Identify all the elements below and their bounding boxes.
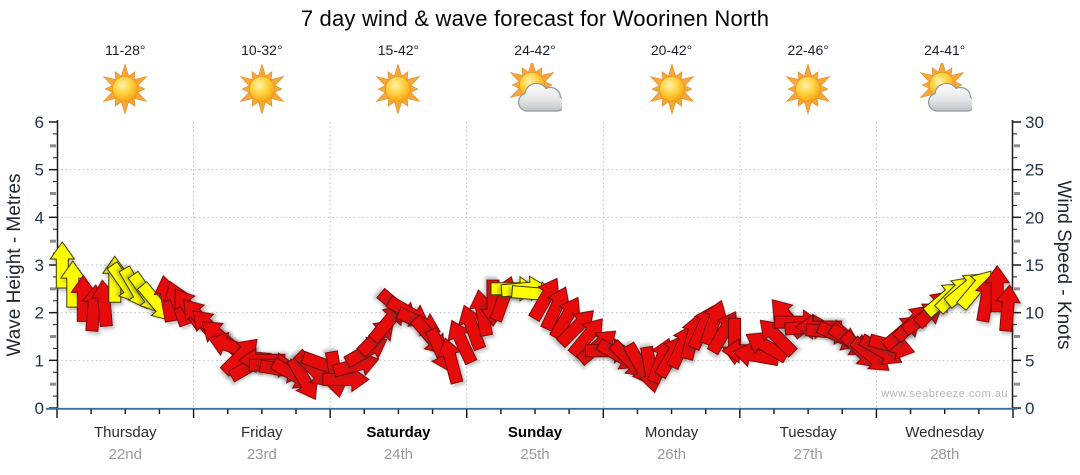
date-label: 25th: [520, 446, 550, 463]
date-label: 26th: [656, 446, 687, 463]
weather-icon: [371, 63, 425, 117]
date-label: 22nd: [108, 446, 142, 463]
sun-cloud-icon: [919, 59, 975, 112]
temp-range-label: 10-32°: [241, 42, 283, 58]
wave-height-tick-label: 2: [35, 304, 44, 323]
sun-cloud-icon: [509, 59, 566, 112]
weekday-label: Wednesday: [905, 424, 985, 441]
weekday-label: Saturday: [366, 424, 431, 441]
temp-range-label: 11-28°: [105, 42, 146, 58]
weekday-label: Friday: [241, 424, 283, 441]
wave-height-tick-label: 4: [35, 208, 44, 227]
weather-icon: [508, 59, 566, 117]
sun-icon: [785, 63, 831, 115]
wind-speed-tick-label: 30: [1025, 113, 1044, 132]
temp-range-label: 24-42°: [514, 42, 556, 58]
weather-icon: [645, 63, 699, 117]
weather-icon: [98, 63, 152, 117]
weekday-label: Monday: [644, 424, 699, 441]
sun-icon: [376, 63, 421, 115]
wind-arrow: [367, 303, 404, 345]
date-label: 28th: [930, 446, 960, 463]
temp-range-label: 24-41°: [924, 42, 966, 58]
sun-icon: [239, 63, 285, 115]
temp-range-label: 22-46°: [787, 42, 829, 58]
weather-icon: [781, 63, 835, 117]
wave-height-tick-label: 3: [35, 256, 44, 275]
wave-height-tick-label: 0: [35, 399, 44, 418]
sun-icon: [102, 63, 148, 115]
sun-icon: [649, 63, 694, 115]
page-title: 7 day wind & wave forecast for Woorinen …: [300, 6, 770, 31]
date-label: 27th: [793, 446, 823, 463]
wind-arrow: [995, 284, 1022, 332]
weather-icon: [235, 63, 289, 117]
weekday-label: Thursday: [94, 424, 157, 441]
weather-icon: [918, 59, 975, 117]
temp-range-label: 20-42°: [650, 42, 693, 58]
wind-speed-tick-label: 10: [1025, 304, 1044, 323]
wind-speed-tick-label: 5: [1025, 351, 1034, 370]
wave-height-tick-label: 1: [35, 351, 44, 370]
temp-range-label: 15-42°: [377, 42, 420, 58]
date-label: 24th: [383, 446, 414, 463]
wind-speed-tick-label: 20: [1025, 208, 1044, 227]
weekday-label: Tuesday: [779, 424, 837, 441]
date-label: 23rd: [246, 446, 277, 463]
wave-height-tick-label: 6: [35, 113, 44, 132]
wind-speed-tick-label: 25: [1025, 161, 1044, 180]
wave-height-tick-label: 5: [35, 161, 44, 180]
watermark: www.seabreeze.com.au: [881, 388, 1008, 400]
weekday-label: Sunday: [507, 424, 563, 441]
wind-speed-tick-label: 15: [1025, 256, 1044, 275]
wind-speed-tick-label: 0: [1025, 399, 1034, 418]
